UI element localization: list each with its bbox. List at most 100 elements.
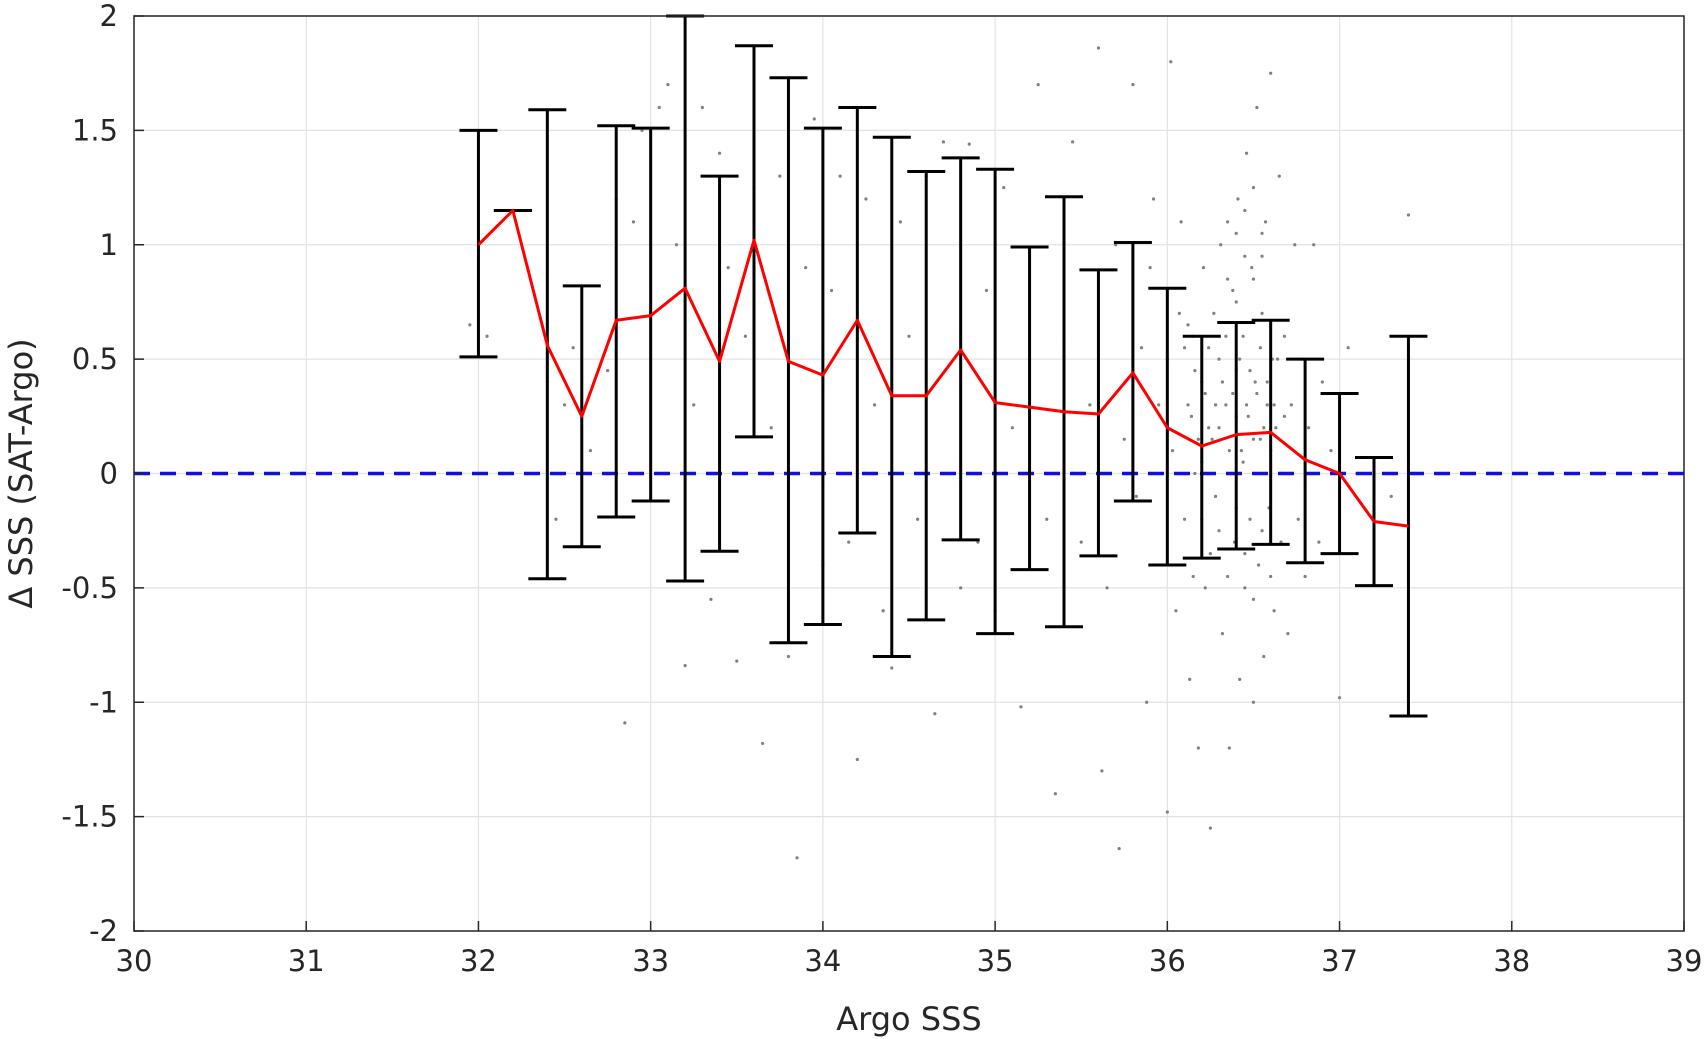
scatter-point: [726, 266, 730, 270]
scatter-point: [1406, 213, 1411, 217]
y-tick-label: -1: [89, 685, 118, 719]
y-tick-label: 1: [100, 228, 118, 262]
scatter-point: [1151, 197, 1156, 201]
scatter-point: [1134, 494, 1138, 498]
x-tick-label: 35: [977, 944, 1014, 978]
scatter-point: [1274, 426, 1278, 430]
scatter-point: [700, 105, 704, 110]
y-tick-label: 1.5: [72, 113, 118, 147]
scatter-point: [1255, 391, 1259, 396]
x-tick-label: 36: [1149, 944, 1186, 978]
scatter-point: [1193, 471, 1197, 476]
scatter-point: [1224, 334, 1228, 338]
scatter-point: [872, 403, 877, 407]
scatter-point: [1148, 266, 1152, 270]
scatter-point: [881, 609, 885, 613]
scatter-point: [1243, 254, 1247, 258]
scatter-point: [1243, 208, 1247, 213]
scatter-point: [890, 666, 894, 670]
x-axis-title: Argo SSS: [836, 1000, 981, 1038]
scatter-point: [1139, 346, 1144, 350]
scatter-point: [1248, 368, 1252, 373]
mean-series-line: [477, 208, 1409, 528]
scatter-point: [1188, 677, 1192, 681]
scatter-point: [984, 288, 989, 293]
y-tick-label: -0.5: [61, 571, 118, 605]
scatter-point: [1269, 71, 1273, 75]
y-tick-label: 0.5: [72, 342, 118, 376]
scatter-point: [1258, 437, 1262, 441]
scatter-point: [666, 83, 670, 87]
scatter-point: [1312, 243, 1316, 247]
scatter-point: [1251, 437, 1256, 441]
scatter-point: [838, 174, 842, 178]
scatter-point: [804, 266, 808, 270]
scatter-point: [812, 117, 816, 121]
scatter-point: [1213, 494, 1218, 498]
scatter-point: [1071, 140, 1075, 144]
scatter-point: [1227, 746, 1231, 750]
scatter-point: [1079, 540, 1083, 544]
scatter-point: [1234, 300, 1238, 304]
scatter-point: [683, 664, 687, 668]
scatter-point: [1220, 632, 1225, 636]
scatter-point: [1191, 574, 1195, 579]
scatter-point: [1220, 380, 1225, 384]
y-tick-label: 0: [100, 457, 118, 491]
scatter-point: [1289, 403, 1293, 407]
scatter-point: [1217, 357, 1221, 361]
scatter-point: [1244, 151, 1249, 155]
scatter-point: [1250, 266, 1254, 270]
x-tick-label: 39: [1666, 944, 1703, 978]
scatter-point: [1236, 197, 1240, 201]
scatter-point: [1096, 46, 1101, 50]
scatter-point: [1262, 426, 1266, 430]
scatter-point: [855, 757, 859, 762]
scatter-point: [1263, 220, 1268, 224]
scatter-point: [1231, 288, 1235, 293]
scatter-point: [1045, 517, 1049, 521]
scatter-point: [1196, 437, 1200, 441]
x-tick-label: 30: [116, 944, 153, 978]
scatter-point: [1238, 677, 1242, 681]
scatter-point: [631, 220, 636, 224]
y-tick-label: -2: [89, 914, 118, 948]
scatter-point: [623, 721, 627, 725]
scatter-point: [1174, 609, 1178, 613]
scatter-point: [1217, 529, 1221, 533]
scatter-point: [795, 856, 799, 860]
scatter-point: [1212, 311, 1216, 315]
scatter-point: [674, 243, 679, 247]
scatter-point: [1248, 517, 1252, 521]
scatter-point: [1258, 346, 1262, 350]
scatter-point: [1282, 334, 1287, 338]
scatter-point: [1241, 460, 1245, 464]
scatter-point: [1329, 449, 1333, 453]
scatter-point: [562, 403, 567, 407]
scatter-point: [657, 105, 661, 110]
scatter-point: [1269, 574, 1273, 579]
scatter-point: [1303, 574, 1307, 579]
scatter-point: [1255, 105, 1259, 110]
scatter-point: [1189, 414, 1194, 418]
scatter-point: [933, 712, 937, 716]
scatter-point: [1262, 654, 1266, 659]
scatter-point: [1105, 586, 1109, 590]
y-tick-label: 2: [100, 0, 118, 33]
scatter-point: [1317, 540, 1321, 544]
scatter-point: [1203, 391, 1207, 396]
scatter-point: [468, 323, 472, 327]
scatter-point: [1226, 220, 1230, 224]
scatter-point: [1122, 437, 1126, 441]
scatter-point: [1238, 357, 1242, 361]
scatter-point: [1165, 810, 1169, 814]
scatter-point: [1251, 185, 1256, 190]
scatter-point: [1251, 597, 1256, 601]
scatter-point: [1257, 563, 1261, 567]
scatter-point: [692, 403, 696, 407]
scatter-point: [1053, 792, 1057, 796]
x-tick-labels: 30 31 32 33 34 35 36 37 38 39: [116, 921, 1703, 978]
scatter-point: [1253, 380, 1257, 384]
scatter-point: [1157, 403, 1161, 407]
